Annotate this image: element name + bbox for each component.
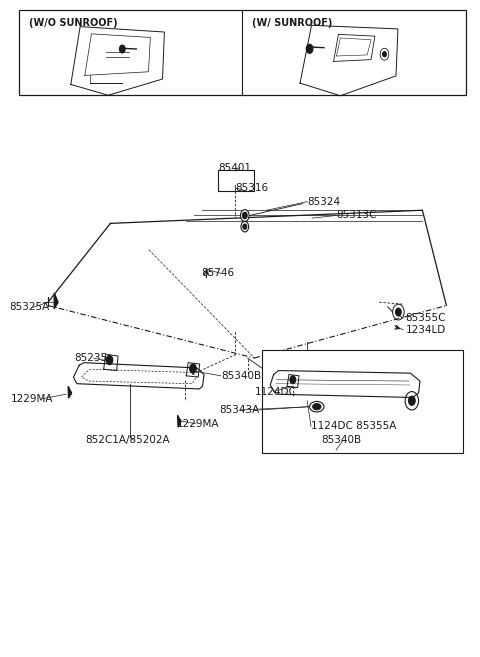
Text: 852C1A/85202A: 852C1A/85202A: [85, 435, 170, 445]
Circle shape: [383, 52, 386, 57]
Circle shape: [243, 224, 247, 229]
Polygon shape: [54, 293, 58, 309]
Circle shape: [241, 221, 249, 232]
Text: 85401: 85401: [218, 162, 252, 173]
Circle shape: [396, 308, 401, 316]
Text: 85343A: 85343A: [219, 405, 259, 415]
Text: 85325A: 85325A: [10, 302, 50, 313]
Circle shape: [106, 355, 113, 365]
Circle shape: [190, 364, 196, 373]
Text: 1234LD: 1234LD: [406, 325, 446, 335]
Polygon shape: [178, 415, 181, 427]
Text: 1124DC: 1124DC: [254, 386, 296, 397]
Ellipse shape: [310, 401, 324, 412]
Bar: [19, 10, 466, 95]
Text: 85316: 85316: [235, 183, 268, 193]
Text: 85324: 85324: [307, 196, 340, 207]
Text: 1229MA: 1229MA: [177, 419, 219, 429]
Circle shape: [240, 210, 249, 221]
Text: 85235: 85235: [74, 353, 108, 363]
Text: 85340B: 85340B: [221, 371, 261, 381]
Bar: [262, 350, 463, 453]
Circle shape: [290, 376, 296, 384]
Circle shape: [242, 212, 247, 219]
Text: (W/ SUNROOF): (W/ SUNROOF): [252, 18, 332, 28]
Text: 1124DC 85355A: 1124DC 85355A: [311, 421, 396, 432]
Ellipse shape: [312, 403, 321, 410]
Text: 85313C: 85313C: [336, 210, 376, 221]
Text: 85746: 85746: [202, 268, 235, 279]
Text: 85340B: 85340B: [322, 435, 362, 445]
Text: (W/O SUNROOF): (W/O SUNROOF): [29, 18, 118, 28]
Circle shape: [306, 44, 313, 53]
Text: 85355C: 85355C: [406, 313, 446, 323]
Text: 1229MA: 1229MA: [11, 394, 53, 404]
Polygon shape: [68, 386, 72, 398]
Circle shape: [408, 396, 415, 405]
Circle shape: [120, 45, 125, 53]
